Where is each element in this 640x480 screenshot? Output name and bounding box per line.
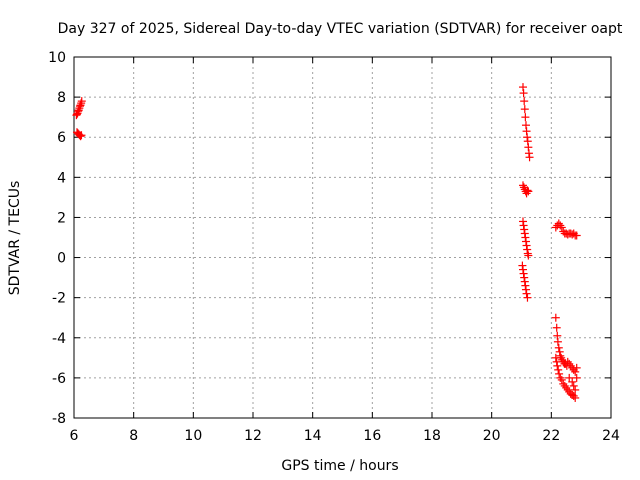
data-point bbox=[557, 375, 566, 384]
data-point bbox=[518, 181, 527, 190]
y-tick-label: 8 bbox=[57, 90, 66, 106]
data-point bbox=[568, 377, 577, 386]
data-point bbox=[558, 355, 567, 364]
data-point bbox=[571, 393, 580, 402]
y-tick-label: -6 bbox=[52, 371, 66, 387]
data-point bbox=[556, 373, 565, 382]
data-point bbox=[563, 357, 572, 366]
data-point bbox=[551, 313, 560, 322]
x-tick-label: 18 bbox=[423, 428, 441, 444]
x-tick-label: 22 bbox=[542, 428, 560, 444]
data-point bbox=[522, 289, 531, 298]
data-point bbox=[556, 351, 565, 360]
data-point bbox=[560, 381, 569, 390]
data-points bbox=[72, 83, 581, 402]
x-tick-label: 14 bbox=[304, 428, 322, 444]
data-point bbox=[572, 231, 581, 240]
data-point bbox=[552, 323, 561, 332]
data-point bbox=[566, 361, 575, 370]
data-point bbox=[77, 131, 86, 140]
data-point bbox=[551, 353, 560, 362]
data-point bbox=[553, 337, 562, 346]
data-point bbox=[523, 293, 532, 302]
data-point bbox=[571, 385, 580, 394]
y-tick-label: -2 bbox=[52, 291, 66, 307]
data-point bbox=[565, 359, 574, 368]
data-point bbox=[77, 97, 86, 106]
plot-frame bbox=[73, 56, 612, 419]
data-point bbox=[554, 343, 563, 352]
x-tick-label: 10 bbox=[184, 428, 202, 444]
data-point bbox=[559, 379, 568, 388]
data-point bbox=[569, 391, 578, 400]
data-point bbox=[520, 105, 529, 114]
x-tick-label: 16 bbox=[363, 428, 381, 444]
grid-lines bbox=[74, 57, 611, 418]
x-axis-label: GPS time / hours bbox=[281, 458, 398, 474]
y-tick-label: 0 bbox=[57, 251, 66, 267]
data-point bbox=[76, 132, 85, 141]
x-tick-label: 24 bbox=[602, 428, 620, 444]
x-tick-label: 20 bbox=[483, 428, 501, 444]
data-point bbox=[525, 153, 534, 162]
y-tick-label: -8 bbox=[52, 411, 66, 427]
data-point bbox=[562, 383, 571, 392]
data-point bbox=[571, 367, 580, 376]
data-point bbox=[520, 97, 529, 106]
x-tick-label: 8 bbox=[129, 428, 138, 444]
data-point bbox=[572, 373, 581, 382]
y-axis-label: SDTVAR / TECUs bbox=[7, 181, 23, 296]
data-point bbox=[554, 219, 563, 228]
chart-title: Day 327 of 2025, Sidereal Day-to-day VTE… bbox=[58, 21, 623, 37]
data-point bbox=[554, 365, 563, 374]
data-point bbox=[556, 221, 565, 230]
data-point bbox=[523, 186, 532, 195]
data-point bbox=[557, 223, 566, 232]
data-point bbox=[569, 381, 578, 390]
y-tick-label: 2 bbox=[57, 210, 66, 226]
y-tick-label: 10 bbox=[48, 50, 66, 66]
data-point bbox=[524, 251, 533, 260]
y-tick-label: 6 bbox=[57, 130, 66, 146]
data-point bbox=[565, 373, 574, 382]
x-tick-label: 12 bbox=[244, 428, 262, 444]
data-point bbox=[553, 361, 562, 370]
data-point bbox=[555, 369, 564, 378]
x-tick-label: 6 bbox=[70, 428, 79, 444]
data-point bbox=[563, 385, 572, 394]
y-tick-label: -4 bbox=[52, 331, 66, 347]
data-point bbox=[519, 89, 528, 98]
data-point bbox=[524, 187, 533, 196]
data-point bbox=[572, 363, 581, 372]
data-point bbox=[521, 113, 530, 122]
y-tick-label: 4 bbox=[57, 170, 66, 186]
